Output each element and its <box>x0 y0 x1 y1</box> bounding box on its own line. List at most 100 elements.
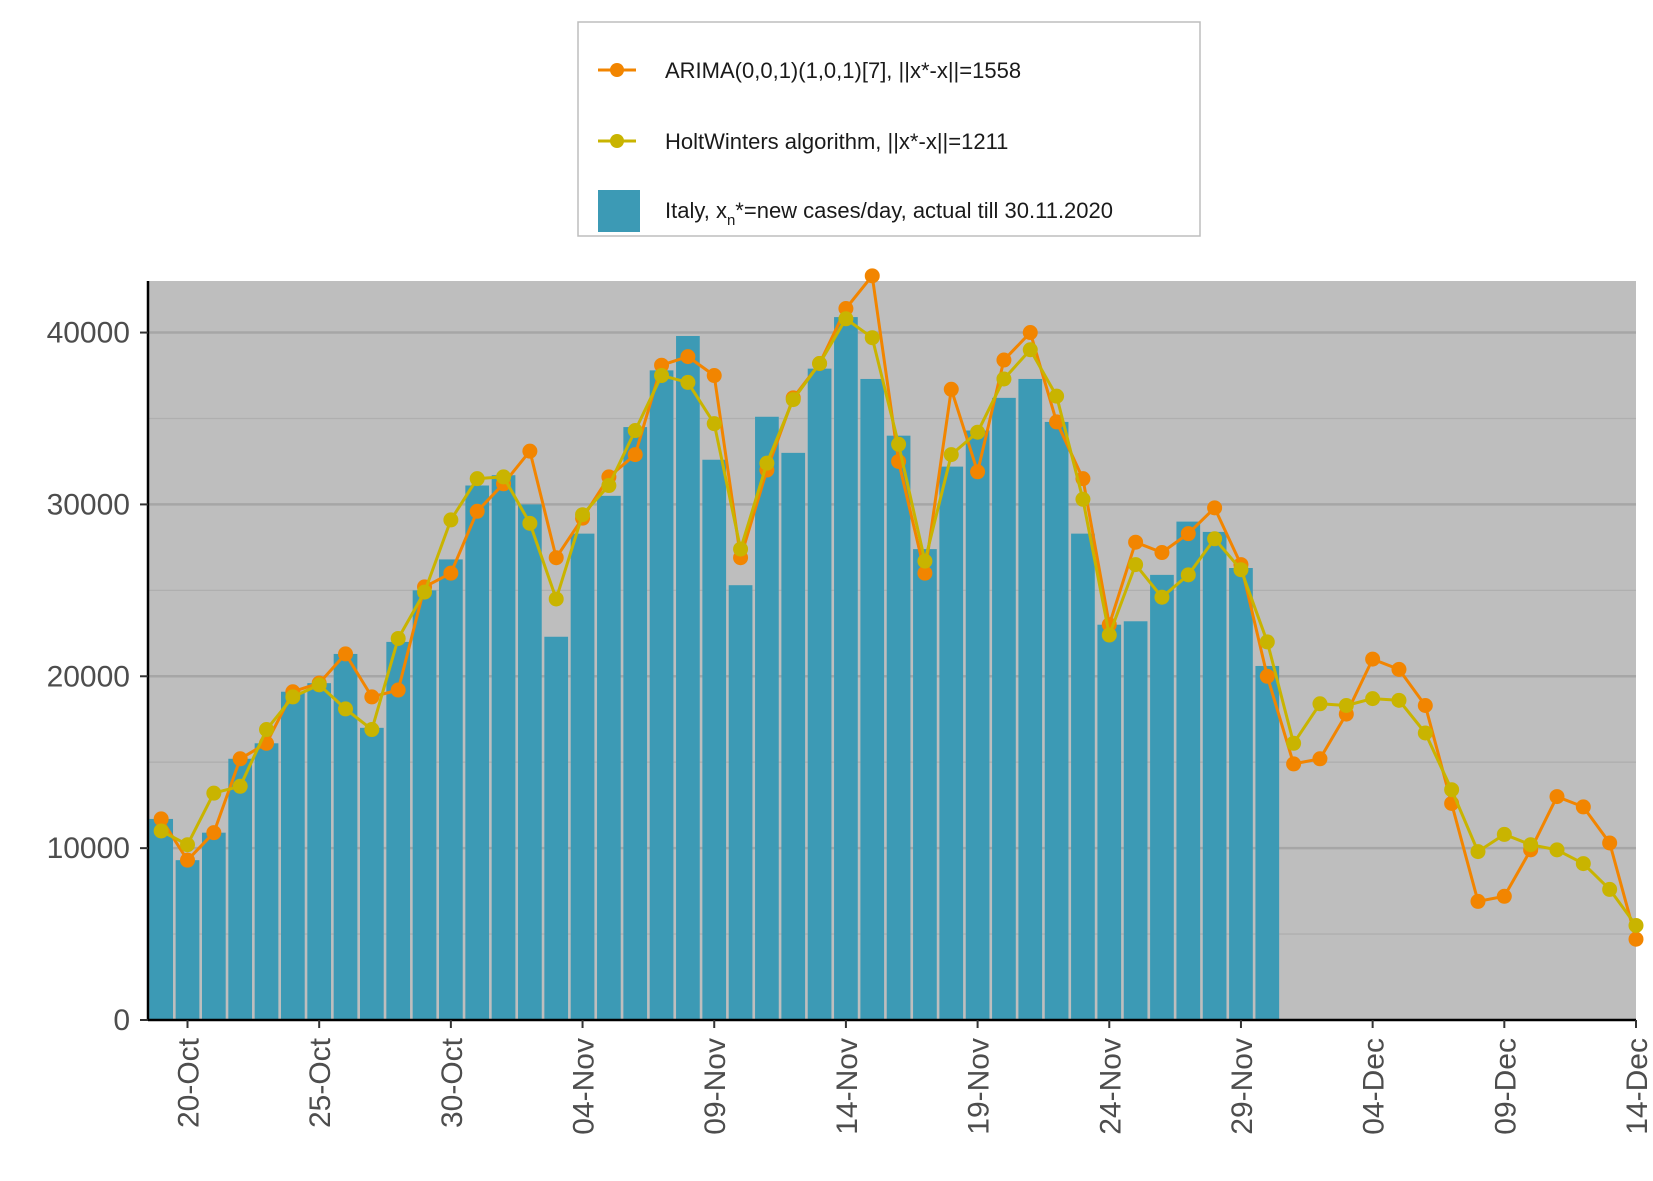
series-point <box>1154 589 1170 605</box>
series-point <box>1549 789 1565 805</box>
legend-holtwinters-label: HoltWinters algorithm, ||x*-x||=1211 <box>665 129 1008 154</box>
series-point <box>548 550 564 566</box>
bar <box>834 317 858 1020</box>
series-point <box>891 436 907 452</box>
series-point <box>654 357 670 373</box>
bar <box>333 653 358 1020</box>
bar <box>860 378 885 1021</box>
series-point <box>496 469 512 485</box>
series-point <box>706 416 722 432</box>
bar <box>623 427 648 1020</box>
legend-arima-label: ARIMA(0,0,1)(1,0,1)[7], ||x*-x||=1558 <box>665 58 1021 83</box>
series-point <box>943 447 959 463</box>
series-point <box>733 541 749 557</box>
series-point <box>180 852 196 868</box>
series-point <box>601 478 617 494</box>
series-point <box>443 565 459 581</box>
legend-holtwinters-marker <box>610 134 624 148</box>
series-point <box>680 349 696 365</box>
series-point <box>1496 888 1512 904</box>
x-tick-label: 29-Nov <box>1226 1038 1259 1135</box>
x-tick-label: 19-Nov <box>963 1038 996 1135</box>
bars <box>149 317 1280 1021</box>
series-point <box>1180 567 1196 583</box>
series-point <box>1365 651 1381 667</box>
series-point <box>1154 545 1170 561</box>
series-point <box>1338 697 1354 713</box>
series-point <box>1180 526 1196 542</box>
y-tick-label: 20000 <box>47 660 130 693</box>
series-point <box>1470 893 1486 909</box>
series-point <box>1470 844 1486 860</box>
bar <box>570 533 595 1020</box>
series-point <box>1575 799 1591 815</box>
x-tick-label: 09-Dec <box>1489 1038 1522 1135</box>
series-point <box>1128 557 1144 573</box>
bar <box>886 435 911 1020</box>
series-point <box>1233 562 1249 578</box>
bar <box>597 495 621 1021</box>
series-point <box>259 722 275 738</box>
bar <box>544 636 569 1020</box>
series-point <box>1496 826 1512 842</box>
legend-box <box>577 21 1201 237</box>
bar <box>439 559 463 1020</box>
x-tick-label: 20-Oct <box>173 1037 206 1128</box>
series-point <box>153 823 169 839</box>
bar <box>649 370 674 1020</box>
series-point <box>970 424 986 440</box>
series-lines <box>153 268 1644 947</box>
bar <box>307 683 332 1020</box>
legend-item-arima: ARIMA(0,0,1)(1,0,1)[7], ||x*-x||=1558 <box>598 58 1021 83</box>
series-point <box>1286 735 1302 751</box>
x-tick-label: 24-Nov <box>1094 1038 1127 1135</box>
legend-arima-marker <box>610 63 624 77</box>
y-tick-label: 30000 <box>47 488 130 521</box>
series-holtwinters <box>153 311 1644 933</box>
series-point <box>1628 917 1644 933</box>
series-point <box>575 507 591 523</box>
x-tick-label: 04-Dec <box>1358 1038 1391 1135</box>
bar <box>412 590 437 1020</box>
bar <box>755 416 779 1020</box>
bar <box>1229 568 1253 1020</box>
series-point <box>1417 725 1433 741</box>
series-point <box>1391 661 1407 677</box>
y-axis-ticks: 0 10000 20000 30000 40000 <box>47 317 148 1037</box>
series-point <box>917 565 933 581</box>
series-point <box>917 553 933 569</box>
series-point <box>1286 756 1302 772</box>
series-point <box>680 374 696 390</box>
bar <box>676 335 700 1020</box>
series-point <box>338 701 354 717</box>
series-point <box>864 330 880 346</box>
series-point <box>1628 931 1644 947</box>
series-point <box>1312 751 1328 767</box>
series-point <box>1259 668 1275 684</box>
x-tick-label: 30-Oct <box>436 1037 469 1128</box>
series-point <box>864 268 880 284</box>
series-point <box>785 392 801 408</box>
series-point <box>996 352 1012 368</box>
bar <box>939 466 964 1020</box>
bar <box>518 504 542 1021</box>
series-point <box>390 682 406 698</box>
bar <box>280 691 305 1020</box>
bar <box>1123 621 1148 1020</box>
x-tick-label: 25-Oct <box>304 1037 337 1128</box>
series-point <box>706 368 722 384</box>
legend-item-italy: Italy, xn*=new cases/day, actual till 30… <box>598 190 1113 232</box>
series-point <box>153 811 169 827</box>
series-point <box>469 471 485 487</box>
series-point <box>1523 837 1539 853</box>
legend-italy-label-sub: n <box>727 212 735 229</box>
series-point <box>627 447 643 463</box>
bar <box>1255 665 1280 1020</box>
series-point <box>469 503 485 519</box>
bar <box>965 430 990 1020</box>
bar <box>386 641 411 1020</box>
bar <box>992 397 1016 1020</box>
series-point <box>838 300 854 316</box>
series-point <box>1049 414 1065 430</box>
